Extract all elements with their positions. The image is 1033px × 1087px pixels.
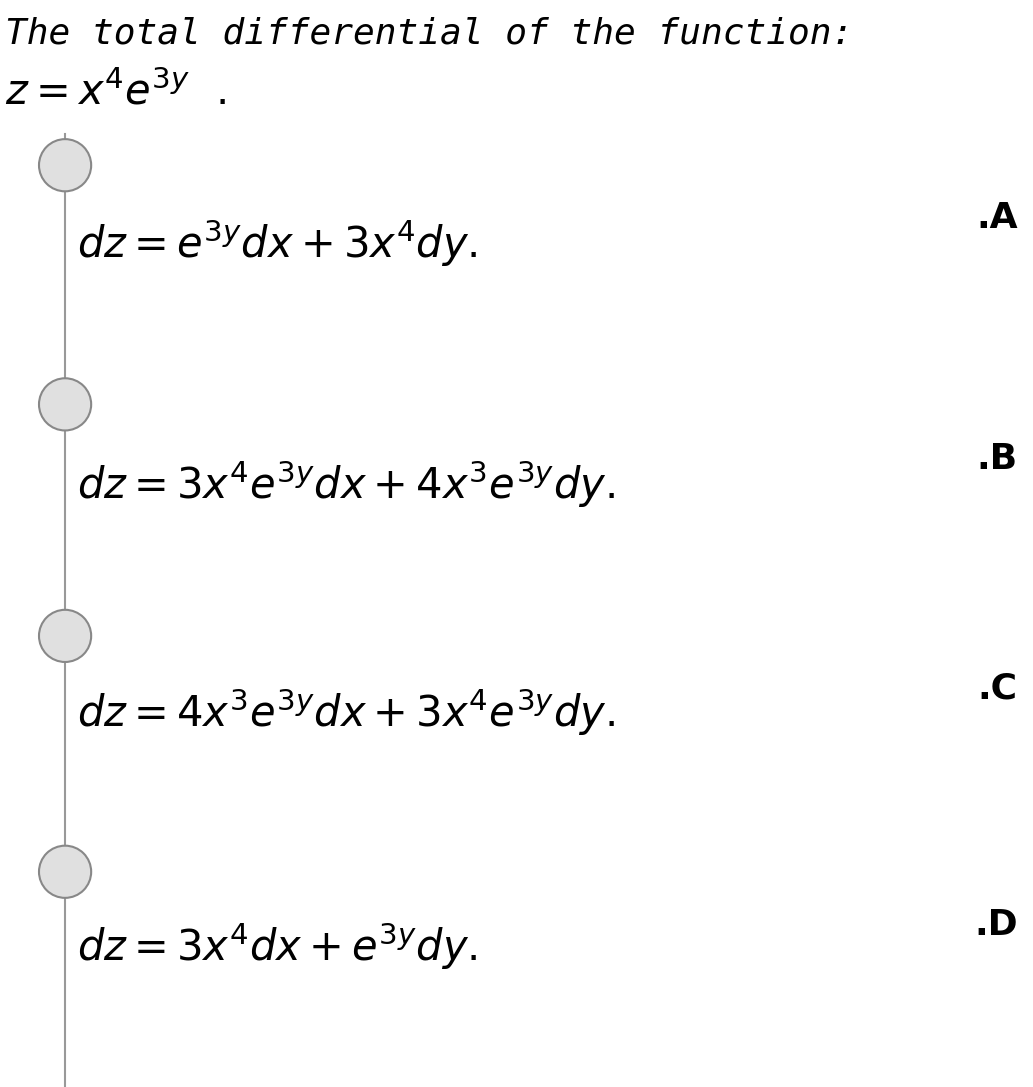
Ellipse shape bbox=[39, 378, 91, 430]
Text: .D: .D bbox=[974, 908, 1018, 941]
Text: .B: .B bbox=[976, 442, 1018, 476]
Text: $\mathit{dz}=4\mathit{x}^3\mathit{e}^{3\mathit{y}}\mathit{dx}+3\mathit{x}^4\math: $\mathit{dz}=4\mathit{x}^3\mathit{e}^{3\… bbox=[77, 687, 616, 738]
Text: $\mathit{dz}=3\mathit{x}^4\mathit{e}^{3\mathit{y}}\mathit{dx}+4\mathit{x}^3\math: $\mathit{dz}=3\mathit{x}^4\mathit{e}^{3\… bbox=[77, 459, 616, 510]
Ellipse shape bbox=[39, 846, 91, 898]
Text: .A: .A bbox=[976, 201, 1018, 235]
Ellipse shape bbox=[39, 139, 91, 191]
Text: $\mathit{z}=\mathit{x}^4\mathit{e}^{3\mathit{y}}\ \ .$: $\mathit{z}=\mathit{x}^4\mathit{e}^{3\ma… bbox=[5, 71, 227, 113]
Text: $\mathit{dz}=3\mathit{x}^4\mathit{dx}+\mathit{e}^{3\mathit{y}}\mathit{dy}.$: $\mathit{dz}=3\mathit{x}^4\mathit{dx}+\m… bbox=[77, 921, 478, 972]
Ellipse shape bbox=[39, 610, 91, 662]
Text: The total differential of the function:: The total differential of the function: bbox=[5, 16, 853, 50]
Text: .C: .C bbox=[977, 672, 1018, 705]
Text: $\mathit{dz}=\mathit{e}^{3\mathit{y}}\mathit{dx}+3\mathit{x}^4\mathit{dy}.$: $\mathit{dz}=\mathit{e}^{3\mathit{y}}\ma… bbox=[77, 217, 478, 268]
